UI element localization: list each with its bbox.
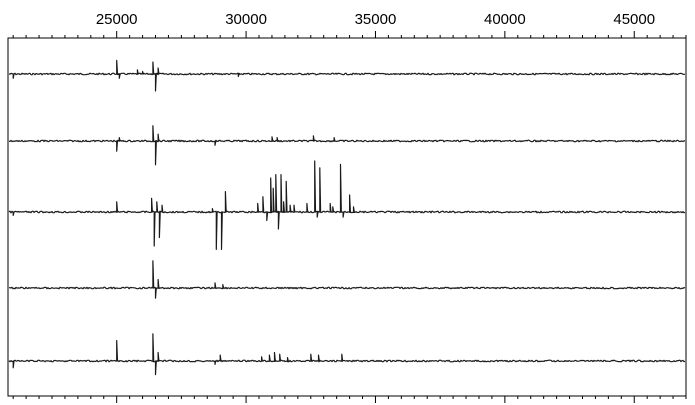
series-line-2 xyxy=(8,125,685,166)
x-tick-label: 40000 xyxy=(484,11,526,28)
series-group xyxy=(8,59,686,376)
x-tick-labels: 25000 30000 35000 40000 45000 xyxy=(96,11,655,28)
x-ticks xyxy=(12,31,687,403)
series-line-1 xyxy=(8,59,686,92)
x-tick-label: 35000 xyxy=(355,11,397,28)
x-tick-label: 45000 xyxy=(613,11,655,28)
x-tick-label: 30000 xyxy=(225,11,267,28)
x-tick-label: 25000 xyxy=(96,11,138,28)
series-line-5 xyxy=(8,333,686,376)
plot-frame xyxy=(7,37,687,397)
series-line-4 xyxy=(9,260,686,299)
series-line-3 xyxy=(8,160,686,250)
